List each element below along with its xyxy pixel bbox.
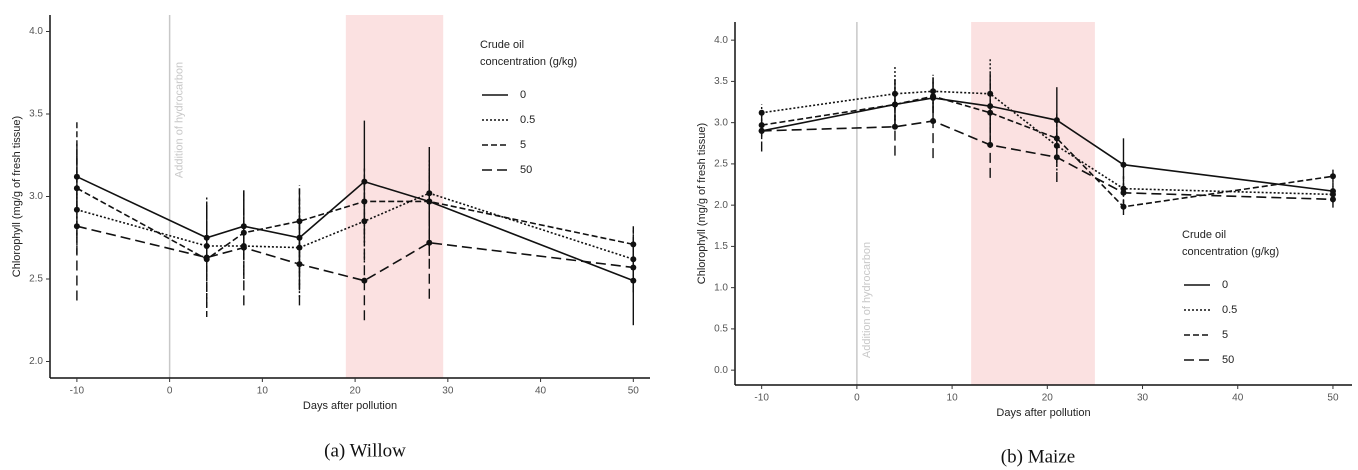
y-tick-label: 2.0 bbox=[714, 200, 728, 211]
x-tick-label: 0 bbox=[167, 386, 173, 397]
data-point bbox=[758, 127, 765, 134]
data-point bbox=[1053, 117, 1060, 124]
data-point bbox=[1329, 196, 1336, 203]
data-point bbox=[630, 264, 637, 271]
legend-title: Crude oil bbox=[480, 39, 524, 51]
data-point bbox=[426, 239, 433, 246]
x-tick-label: 10 bbox=[947, 393, 959, 404]
data-point bbox=[630, 277, 637, 284]
data-point bbox=[987, 103, 994, 110]
y-tick-label: 2.0 bbox=[29, 356, 43, 367]
panel-caption: (b) Maize bbox=[1001, 446, 1075, 467]
data-point bbox=[1120, 189, 1127, 196]
data-point bbox=[1329, 191, 1336, 198]
y-tick-label: 2.5 bbox=[714, 159, 728, 170]
x-tick-label: 50 bbox=[628, 386, 640, 397]
data-point bbox=[891, 123, 898, 130]
legend-label: 50 bbox=[1222, 354, 1234, 366]
event-annotation: Addition of hydrocarbon bbox=[861, 242, 873, 358]
legend-label: 0.5 bbox=[520, 114, 535, 126]
panel-caption: (a) Willow bbox=[324, 440, 406, 461]
x-tick-label: -10 bbox=[754, 393, 769, 404]
legend-label: 5 bbox=[520, 139, 526, 151]
legend-label: 50 bbox=[520, 164, 532, 176]
legend-title: Crude oil bbox=[1182, 229, 1226, 241]
y-tick-label: 3.0 bbox=[714, 117, 728, 128]
data-point bbox=[296, 261, 303, 268]
legend-title: concentration (g/kg) bbox=[480, 56, 577, 68]
y-tick-label: 0.0 bbox=[714, 365, 728, 376]
shaded-period bbox=[971, 22, 1095, 385]
data-point bbox=[361, 198, 368, 205]
x-tick-label: -10 bbox=[70, 386, 85, 397]
x-tick-label: 20 bbox=[1042, 393, 1054, 404]
legend-label: 5 bbox=[1222, 329, 1228, 341]
data-point bbox=[930, 118, 937, 124]
x-tick-label: 30 bbox=[442, 386, 454, 397]
y-axis-title: Chlorophyll (mg/g of fresh tissue) bbox=[11, 116, 23, 277]
y-tick-label: 4.0 bbox=[29, 26, 43, 37]
data-point bbox=[203, 254, 210, 261]
data-point bbox=[1053, 135, 1060, 142]
x-tick-label: 0 bbox=[854, 393, 860, 404]
data-point bbox=[73, 223, 80, 230]
x-axis-title: Days after pollution bbox=[303, 400, 397, 412]
x-tick-label: 40 bbox=[1232, 393, 1244, 404]
y-tick-label: 3.0 bbox=[29, 191, 43, 202]
y-tick-label: 3.5 bbox=[714, 76, 728, 87]
y-tick-label: 0.5 bbox=[714, 324, 728, 335]
y-tick-label: 4.0 bbox=[714, 35, 728, 46]
data-point bbox=[240, 244, 247, 251]
shaded-period bbox=[345, 15, 444, 378]
x-tick-label: 30 bbox=[1137, 393, 1149, 404]
y-tick-label: 2.5 bbox=[29, 274, 43, 285]
legend-label: 0 bbox=[1222, 279, 1228, 291]
data-point bbox=[361, 277, 368, 284]
x-axis-title: Days after pollution bbox=[996, 407, 1090, 419]
y-tick-label: 1.0 bbox=[714, 282, 728, 293]
data-point bbox=[758, 122, 765, 129]
data-point bbox=[240, 229, 247, 236]
data-point bbox=[1120, 161, 1127, 168]
data-point bbox=[296, 218, 303, 225]
x-tick-label: 50 bbox=[1327, 393, 1339, 404]
data-point bbox=[1329, 173, 1336, 180]
legend-label: 0 bbox=[520, 89, 526, 101]
y-tick-label: 3.5 bbox=[29, 109, 43, 120]
y-axis-title: Chlorophyll (mg/g of fresh tissue) bbox=[696, 123, 708, 284]
event-annotation: Addition of hydrocarbon bbox=[174, 62, 186, 178]
data-point bbox=[1053, 154, 1060, 161]
legend-label: 0.5 bbox=[1222, 304, 1237, 316]
y-tick-label: 1.5 bbox=[714, 241, 728, 252]
data-point bbox=[987, 141, 994, 148]
data-point bbox=[891, 90, 898, 97]
x-tick-label: 20 bbox=[350, 386, 362, 397]
x-tick-label: 10 bbox=[257, 386, 269, 397]
legend-title: concentration (g/kg) bbox=[1182, 246, 1279, 258]
x-tick-label: 40 bbox=[535, 386, 547, 397]
